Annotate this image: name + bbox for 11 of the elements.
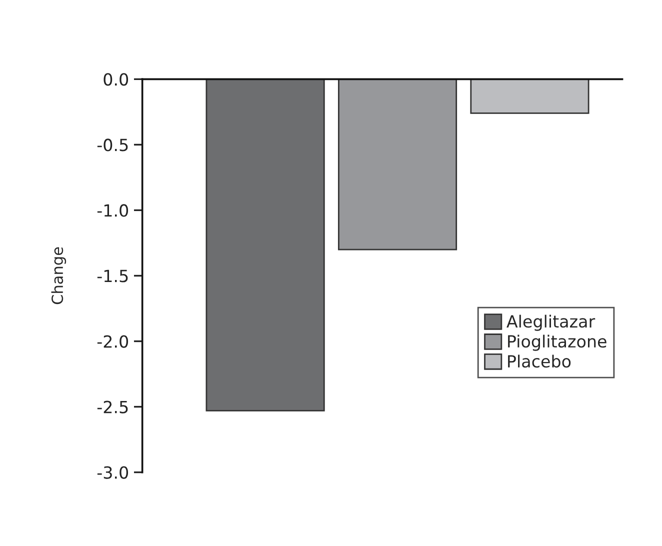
y-tick-label: 0.0 [104, 73, 128, 86]
legend-label: Placebo [508, 354, 571, 368]
legend-label: Pioglitazone [508, 334, 606, 351]
legend-label: Aleglitazar [506, 314, 596, 331]
y-tick-label: -1.5 [97, 270, 128, 282]
y-tick-label: -2.5 [97, 400, 128, 414]
y-tick-label: -3.0 [97, 466, 128, 479]
y-tick-label: -1.0 [97, 204, 128, 217]
y-tick-label: -2.0 [97, 335, 128, 348]
y-tick-label: -0.5 [97, 138, 128, 152]
y-axis-title: Change [51, 247, 66, 304]
